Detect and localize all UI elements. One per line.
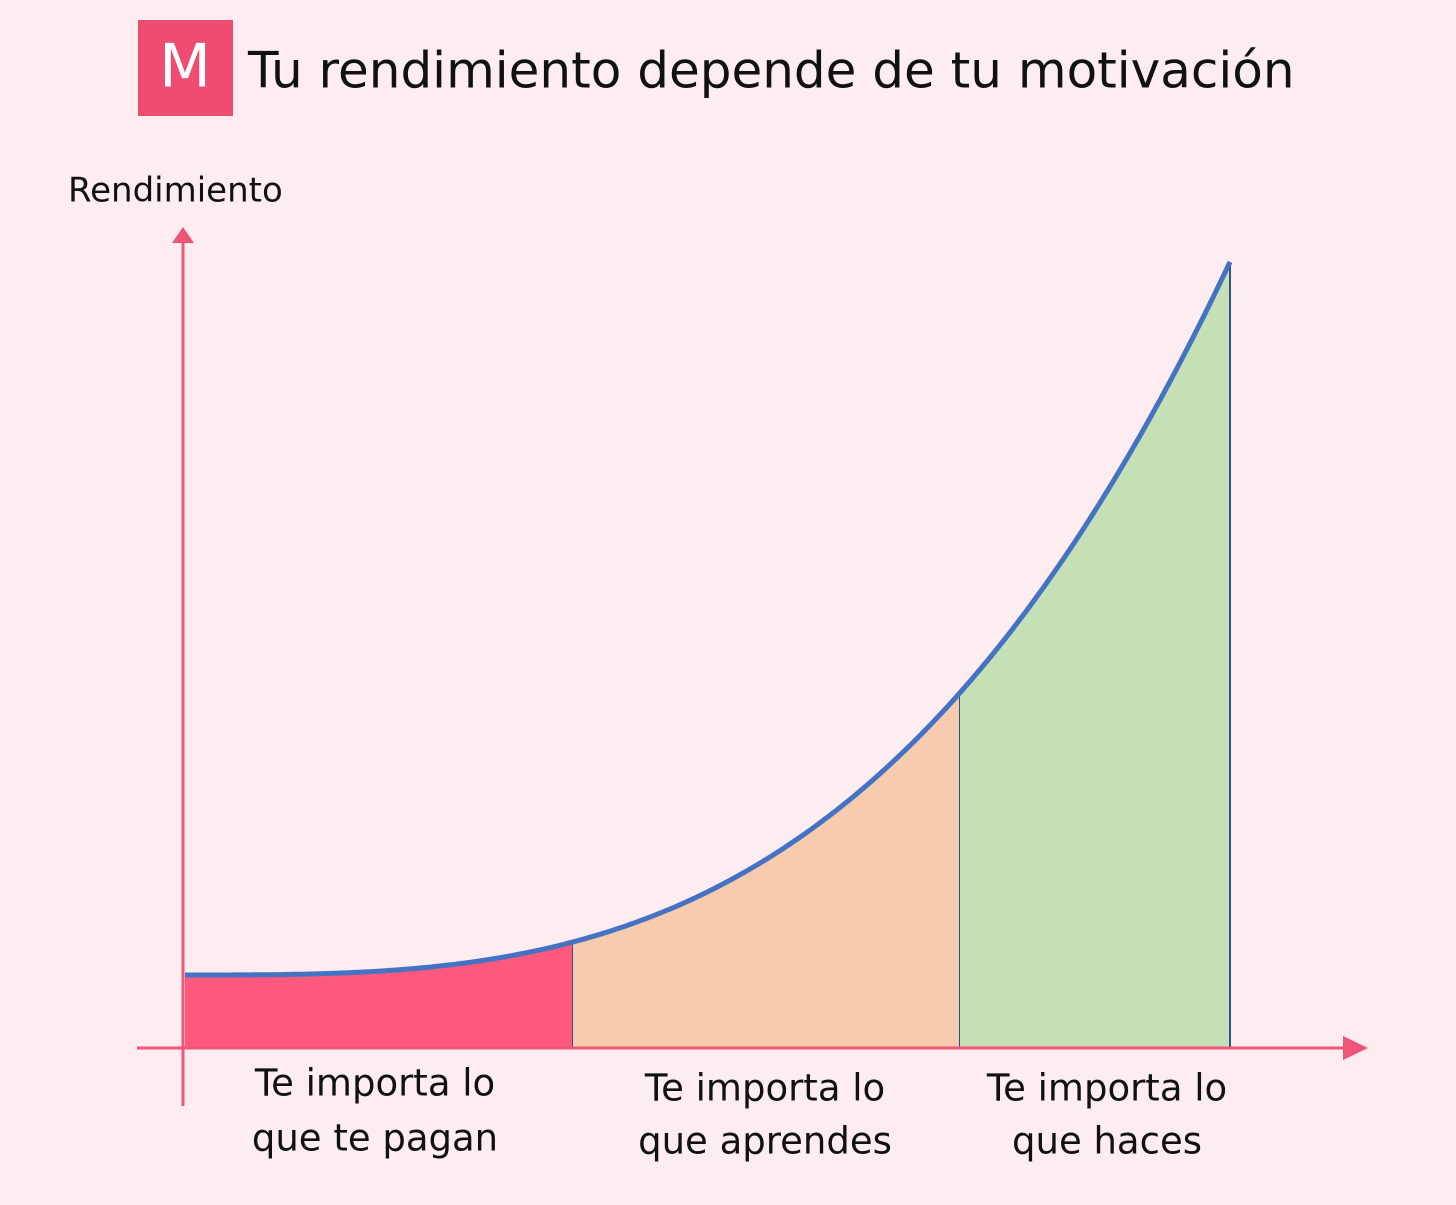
zone-label: Te importa lo: [254, 1062, 495, 1105]
zone-label: que haces: [1012, 1120, 1202, 1163]
zone-label: que aprendes: [638, 1120, 892, 1163]
title: Tu rendimiento depende de tu motivación: [247, 42, 1295, 100]
areas: [185, 262, 1231, 1047]
x-arrow: [1343, 1036, 1368, 1060]
curve: [185, 260, 1233, 978]
y-arrow: [172, 227, 194, 243]
zone-label: Te importa lo: [986, 1067, 1227, 1110]
logo-box: [138, 20, 233, 116]
y-axis-label: Rendimiento: [68, 171, 283, 211]
zone-label: que te pagan: [252, 1117, 498, 1160]
zone-area: [960, 262, 1230, 1047]
zone-label: Te importa lo: [644, 1067, 885, 1110]
logo-letter: M: [159, 32, 211, 102]
zone-area: [185, 941, 573, 1047]
zone-area: [573, 692, 960, 1047]
